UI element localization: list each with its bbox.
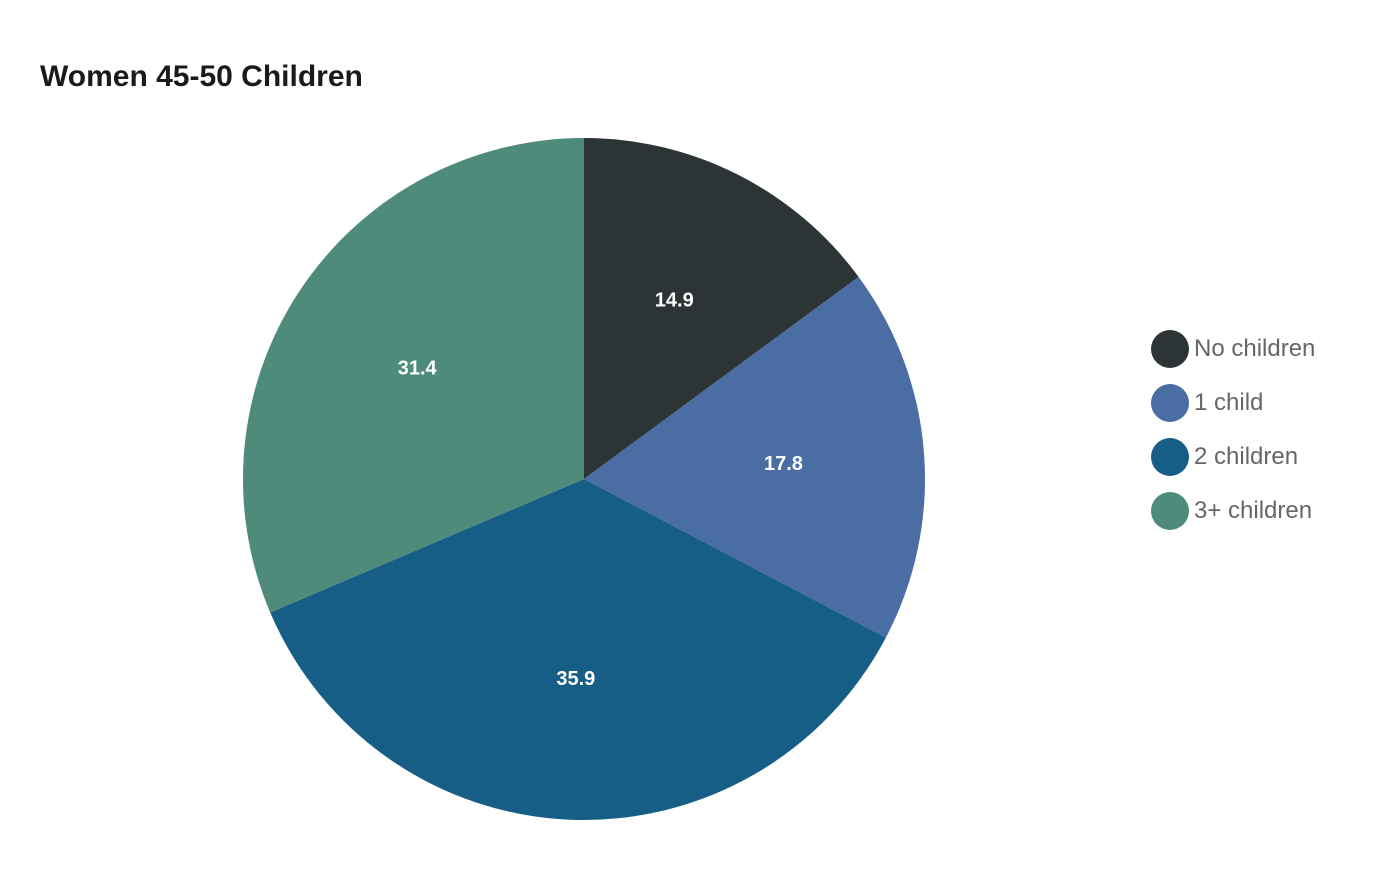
chart-legend: No children 1 child 2 children 3+ children	[1151, 330, 1315, 546]
legend-label: 3+ children	[1194, 497, 1313, 524]
pie-slice-value-label: 14.9	[655, 290, 694, 312]
pie-slice-2-children	[270, 479, 886, 820]
legend-item: 2 children	[1151, 438, 1315, 476]
legend-label: No children	[1194, 335, 1316, 362]
legend-label: 2 children	[1194, 443, 1299, 470]
pie-slice-value-label: 17.8	[764, 453, 803, 475]
pie-slice-labels: 14.9 17.8 35.9 31.4	[398, 290, 803, 690]
pie-slice-value-label: 35.9	[556, 668, 595, 690]
legend-swatch	[1151, 330, 1189, 368]
legend-label: 1 child	[1194, 389, 1264, 416]
pie-slice-value-label: 31.4	[398, 358, 438, 380]
legend-swatch	[1151, 384, 1189, 422]
legend-swatch	[1151, 492, 1189, 530]
legend-item: No children	[1151, 330, 1315, 368]
pie-slice-1-child	[584, 276, 925, 638]
pie-slices	[242, 138, 925, 820]
legend-item: 3+ children	[1151, 492, 1315, 530]
pie-slice-3-children	[242, 138, 584, 613]
chart-title: Women 45-50 Children	[40, 60, 363, 93]
legend-swatch	[1151, 438, 1189, 476]
legend-item: 1 child	[1151, 384, 1315, 422]
pie-slice-no-children	[584, 138, 859, 479]
